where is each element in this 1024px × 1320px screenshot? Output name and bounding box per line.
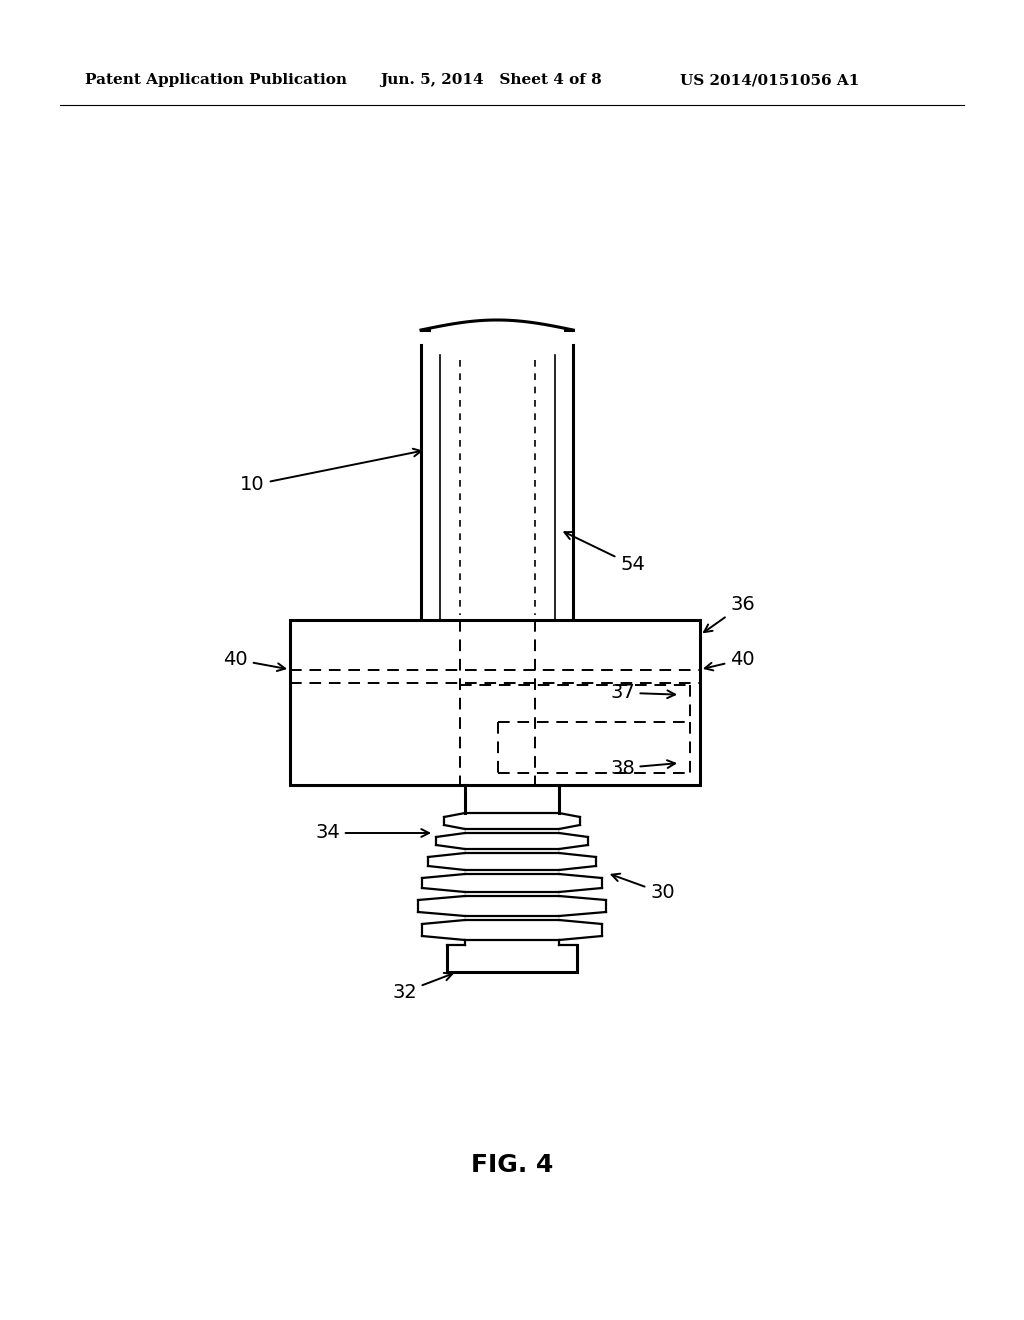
Text: 40: 40 <box>223 649 285 671</box>
Text: US 2014/0151056 A1: US 2014/0151056 A1 <box>680 73 859 87</box>
Text: Jun. 5, 2014   Sheet 4 of 8: Jun. 5, 2014 Sheet 4 of 8 <box>380 73 602 87</box>
Text: FIG. 4: FIG. 4 <box>471 1152 553 1177</box>
Text: 34: 34 <box>315 824 429 842</box>
Text: 30: 30 <box>611 874 675 903</box>
Text: 54: 54 <box>564 532 645 574</box>
Text: 38: 38 <box>610 759 675 777</box>
Text: 10: 10 <box>241 449 421 495</box>
Text: Patent Application Publication: Patent Application Publication <box>85 73 347 87</box>
Text: 40: 40 <box>705 649 755 671</box>
Text: 37: 37 <box>610 684 675 702</box>
Text: 32: 32 <box>392 973 453 1002</box>
Text: 36: 36 <box>705 595 755 632</box>
FancyBboxPatch shape <box>290 620 700 785</box>
